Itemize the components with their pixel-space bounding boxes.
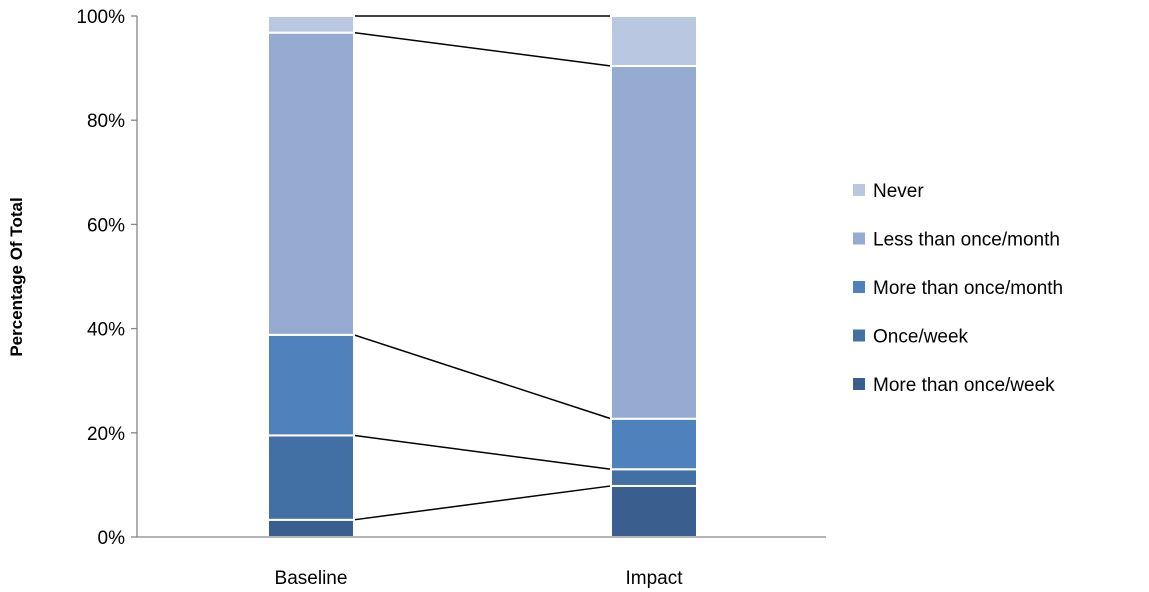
legend-swatch bbox=[853, 184, 865, 196]
legend: Never Less than once/month More than once/… bbox=[853, 181, 1063, 396]
category-label-impact: Impact bbox=[625, 568, 683, 589]
y-tick-labels: 0% 20% 40% 60% 80% 100% bbox=[76, 7, 137, 549]
y-axis-title-group: Percentage Of Total bbox=[7, 197, 26, 356]
legend-label: Once/week bbox=[873, 327, 969, 348]
bar-segment-baseline-4 bbox=[268, 16, 354, 33]
legend-swatch bbox=[853, 378, 865, 390]
legend-label: Never bbox=[873, 181, 924, 202]
bar-segment-baseline-3 bbox=[268, 33, 354, 335]
y-axis-title: Percentage Of Total bbox=[7, 197, 26, 356]
legend-swatch bbox=[853, 281, 865, 293]
legend-label: Less than once/month bbox=[873, 230, 1060, 251]
bar-segment-impact-3 bbox=[611, 66, 697, 419]
bar-segment-baseline-2 bbox=[268, 335, 354, 436]
y-tick-label: 60% bbox=[87, 215, 125, 236]
bar-segment-impact-4 bbox=[611, 16, 697, 66]
legend-swatch bbox=[853, 233, 865, 245]
bar-segment-impact-0 bbox=[611, 486, 697, 537]
y-tick-label: 40% bbox=[87, 320, 125, 341]
bar-segment-baseline-1 bbox=[268, 435, 354, 519]
series-line-4 bbox=[354, 33, 611, 66]
legend-label: More than once/week bbox=[873, 375, 1055, 396]
axes bbox=[137, 16, 826, 537]
bar-segment-impact-1 bbox=[611, 469, 697, 486]
series-line-2 bbox=[354, 435, 611, 469]
y-tick-label: 100% bbox=[76, 7, 125, 28]
y-tick-label: 0% bbox=[98, 528, 126, 549]
legend-label: More than once/month bbox=[873, 278, 1063, 299]
legend-swatch bbox=[853, 330, 865, 342]
series-line-3 bbox=[354, 335, 611, 419]
y-tick-label: 20% bbox=[87, 424, 125, 445]
series-line-1 bbox=[354, 486, 611, 520]
category-labels: Baseline Impact bbox=[275, 568, 684, 589]
bar-segment-baseline-0 bbox=[268, 520, 354, 537]
category-label-baseline: Baseline bbox=[275, 568, 348, 589]
y-tick-label: 80% bbox=[87, 111, 125, 132]
bars bbox=[268, 16, 697, 537]
bar-segment-impact-2 bbox=[611, 419, 697, 470]
series-lines bbox=[354, 16, 611, 520]
